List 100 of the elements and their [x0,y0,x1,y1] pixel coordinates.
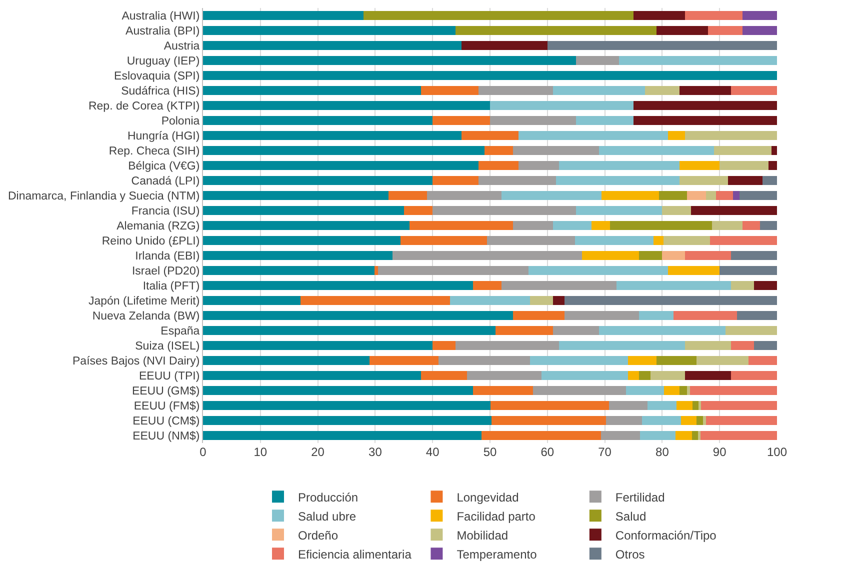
bar [732,191,740,200]
bar [714,146,772,155]
x-tick-label: 50 [483,445,497,459]
y-tick-label: Rep. de Corea (KTPI) [88,100,200,113]
bar [760,221,777,230]
bar [728,176,763,185]
y-tick-label: Bélgica (V€G) [128,160,200,173]
bar [720,266,777,275]
bar [512,221,554,230]
bar [634,116,777,125]
bar [203,101,490,110]
bar [754,281,777,290]
bar [547,41,777,50]
bar [663,236,710,245]
y-tick-label: España [160,326,200,338]
bar [203,296,301,305]
bar [203,161,479,170]
bar [675,431,692,440]
bar [558,341,686,350]
bar [456,341,559,350]
bar [696,356,748,365]
bar [492,416,606,425]
bar [650,371,686,380]
bar [426,191,502,200]
y-tick-label: Australia (BPI) [126,26,200,38]
x-tick-label: 60 [540,445,554,459]
bar [742,11,777,20]
bar [576,56,620,65]
bar [404,206,433,215]
y-tick-label: Suiza (ISEL) [135,340,200,353]
bar [639,311,674,320]
bar [608,401,648,410]
bar [203,176,433,185]
bar [674,311,737,320]
bar [679,86,732,95]
bar [450,296,530,305]
bar [203,431,482,440]
bar [742,221,760,230]
bar [599,146,714,155]
bar [203,221,410,230]
bar [378,266,528,275]
bar [634,101,777,110]
bar [701,401,777,410]
bar [762,176,777,185]
bar [484,146,513,155]
x-tick-label: 90 [712,445,727,459]
bar [685,371,732,380]
bar [533,386,626,395]
bar [432,206,576,215]
y-tick-label: Australia (HWI) [122,10,200,23]
legend-label: Mobilidad [456,528,508,542]
bar [456,26,656,35]
bar [203,311,513,320]
bar [600,431,640,440]
bar [686,386,690,395]
bar [656,356,697,365]
legend-label: Fertilidad [615,490,665,504]
bar [662,251,686,260]
bar [512,311,565,320]
x-tick-label: 70 [598,445,612,459]
bar [518,161,559,170]
bar [564,311,640,320]
bar [710,236,777,245]
y-tick-label: Italia (PFT) [142,280,200,293]
bar [518,131,668,140]
bar [681,416,697,425]
bar [685,341,732,350]
bar [706,191,716,200]
bar [481,431,601,440]
bar [432,176,479,185]
bar [628,371,640,380]
bar [720,161,768,170]
bar [374,266,378,275]
bar [203,131,462,140]
bar [690,386,777,395]
bar [472,281,502,290]
bar [490,116,576,125]
legend-label: Longevidad [456,490,519,504]
legend-label: Otros [615,547,645,562]
bar [576,116,634,125]
bar [203,206,404,215]
bar [736,311,777,320]
bar [662,206,691,215]
x-tick-label: 10 [254,445,268,459]
bar [501,191,602,200]
x-tick-label: 20 [311,445,325,459]
y-tick-label: Rep. Checa (SIH) [108,146,200,158]
bar [754,341,777,350]
bar [731,86,777,95]
bar [542,371,628,380]
bar [203,371,422,380]
bar [706,416,777,425]
y-tick-label: Países Bajos (NVI Dairy) [72,356,200,368]
y-tick-label: Alemania (RZG) [116,220,200,233]
bar [685,11,743,20]
y-tick-label: Polonia [161,116,200,128]
bar [592,221,610,230]
bar [644,86,680,95]
bar [725,326,777,335]
bar [748,356,777,365]
